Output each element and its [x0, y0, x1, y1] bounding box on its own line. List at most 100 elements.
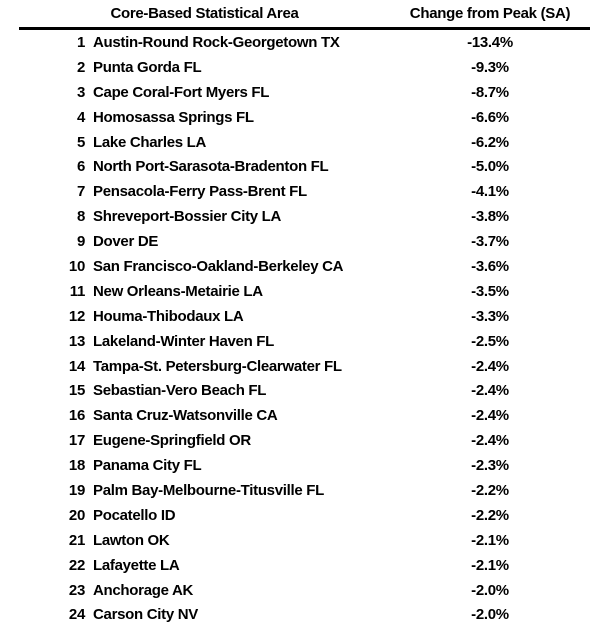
table-row: 15 Sebastian-Vero Beach FL -2.4%	[19, 378, 590, 403]
row-rank: 12	[68, 307, 85, 325]
row-change: -2.4%	[471, 432, 509, 450]
row-area: Pocatello ID	[93, 506, 176, 524]
row-change: -3.3%	[471, 307, 509, 325]
table-header-row: Core-Based Statistical Area Change from …	[19, 0, 590, 30]
table-row: 17 Eugene-Springfield OR -2.4%	[19, 428, 590, 453]
table-row: 3 Cape Coral-Fort Myers FL -8.7%	[19, 80, 590, 105]
table-row: 1 Austin-Round Rock-Georgetown TX -13.4%	[19, 30, 590, 55]
row-rank: 5	[76, 133, 85, 151]
row-change: -2.2%	[471, 481, 509, 499]
row-rank: 7	[76, 183, 85, 201]
table-row: 14 Tampa-St. Petersburg-Clearwater FL -2…	[19, 354, 590, 379]
row-rank: 22	[68, 556, 85, 574]
row-change: -3.8%	[471, 208, 509, 226]
row-rank: 18	[68, 457, 85, 475]
row-rank: 16	[68, 407, 85, 425]
table-row: 19 Palm Bay-Melbourne-Titusville FL -2.2…	[19, 478, 590, 503]
row-rank: 15	[68, 382, 85, 400]
table-row: 6 North Port-Sarasota-Bradenton FL -5.0%	[19, 154, 590, 179]
row-area: Lakeland-Winter Haven FL	[93, 332, 275, 350]
row-change: -2.4%	[471, 407, 509, 425]
row-change: -2.5%	[471, 332, 509, 350]
table-row: 9 Dover DE -3.7%	[19, 229, 590, 254]
row-change: -3.6%	[471, 257, 509, 275]
row-rank: 1	[76, 33, 85, 51]
row-area: North Port-Sarasota-Bradenton FL	[93, 158, 329, 176]
row-rank: 9	[76, 233, 85, 251]
row-area: Lafayette LA	[93, 556, 180, 574]
row-area: Lawton OK	[93, 531, 170, 549]
row-rank: 11	[69, 282, 86, 300]
row-rank: 20	[68, 506, 85, 524]
row-area: Houma-Thibodaux LA	[93, 307, 244, 325]
row-change: -2.4%	[471, 357, 509, 375]
row-area: Sebastian-Vero Beach FL	[93, 382, 267, 400]
row-change: -3.5%	[471, 282, 509, 300]
row-change: -2.1%	[471, 556, 509, 574]
row-area: Homosassa Springs FL	[93, 108, 254, 126]
row-change: -9.3%	[471, 58, 509, 76]
row-change: -3.7%	[471, 233, 509, 251]
row-rank: 13	[68, 332, 85, 350]
row-rank: 10	[68, 257, 85, 275]
row-area: Punta Gorda FL	[93, 58, 202, 76]
row-change: -8.7%	[471, 83, 509, 101]
table-row: 2 Punta Gorda FL -9.3%	[19, 55, 590, 80]
row-change: -6.2%	[471, 133, 509, 151]
row-area: San Francisco-Oakland-Berkeley CA	[93, 257, 344, 275]
table-row: 11 New Orleans-Metairie LA -3.5%	[19, 279, 590, 304]
row-change: -4.1%	[471, 183, 509, 201]
row-change: -2.0%	[471, 581, 509, 599]
table-row: 23 Anchorage AK -2.0%	[19, 578, 590, 603]
table-row: 8 Shreveport-Bossier City LA -3.8%	[19, 204, 590, 229]
column-header-change: Change from Peak (SA)	[409, 5, 571, 22]
row-change: -13.4%	[467, 33, 513, 51]
row-rank: 4	[76, 108, 85, 126]
table-body: 1 Austin-Round Rock-Georgetown TX -13.4%…	[19, 30, 590, 627]
row-area: Austin-Round Rock-Georgetown TX	[93, 33, 340, 51]
table-row: 20 Pocatello ID -2.2%	[19, 503, 590, 528]
row-area: Cape Coral-Fort Myers FL	[93, 83, 270, 101]
row-rank: 14	[68, 357, 85, 375]
table-row: 18 Panama City FL -2.3%	[19, 453, 590, 478]
row-area: Carson City NV	[93, 606, 198, 624]
row-rank: 23	[68, 581, 85, 599]
row-rank: 8	[76, 208, 85, 226]
column-header-area: Core-Based Statistical Area	[110, 5, 299, 22]
row-change: -2.0%	[471, 606, 509, 624]
row-change: -6.6%	[471, 108, 509, 126]
row-rank: 24	[68, 606, 85, 624]
row-area: Santa Cruz-Watsonville CA	[93, 407, 278, 425]
table-row: 5 Lake Charles LA -6.2%	[19, 130, 590, 155]
row-rank: 21	[68, 531, 85, 549]
table-row: 10 San Francisco-Oakland-Berkeley CA -3.…	[19, 254, 590, 279]
row-change: -5.0%	[471, 158, 509, 176]
row-rank: 6	[76, 158, 85, 176]
table-row: 21 Lawton OK -2.1%	[19, 528, 590, 553]
row-area: Shreveport-Bossier City LA	[93, 208, 282, 226]
row-area: Lake Charles LA	[93, 133, 207, 151]
table-row: 16 Santa Cruz-Watsonville CA -2.4%	[19, 403, 590, 428]
row-rank: 3	[76, 83, 85, 101]
row-change: -2.2%	[471, 506, 509, 524]
row-area: Palm Bay-Melbourne-Titusville FL	[93, 481, 325, 499]
row-rank: 2	[76, 58, 85, 76]
row-area: Tampa-St. Petersburg-Clearwater FL	[93, 357, 342, 375]
table-row: 4 Homosassa Springs FL -6.6%	[19, 105, 590, 130]
row-area: Eugene-Springfield OR	[93, 432, 251, 450]
table-row: 13 Lakeland-Winter Haven FL -2.5%	[19, 329, 590, 354]
row-change: -2.1%	[471, 531, 509, 549]
row-rank: 17	[68, 432, 85, 450]
table-row: 24 Carson City NV -2.0%	[19, 602, 590, 627]
row-area: Anchorage AK	[93, 581, 194, 599]
table-row: 12 Houma-Thibodaux LA -3.3%	[19, 304, 590, 329]
row-area: Dover DE	[93, 233, 159, 251]
row-rank: 19	[68, 481, 85, 499]
table-row: 7 Pensacola-Ferry Pass-Brent FL -4.1%	[19, 179, 590, 204]
change-from-peak-table: Core-Based Statistical Area Change from …	[19, 0, 590, 627]
row-area: Panama City FL	[93, 457, 202, 475]
row-change: -2.4%	[471, 382, 509, 400]
table-row: 22 Lafayette LA -2.1%	[19, 553, 590, 578]
row-area: New Orleans-Metairie LA	[93, 282, 263, 300]
row-change: -2.3%	[471, 457, 509, 475]
